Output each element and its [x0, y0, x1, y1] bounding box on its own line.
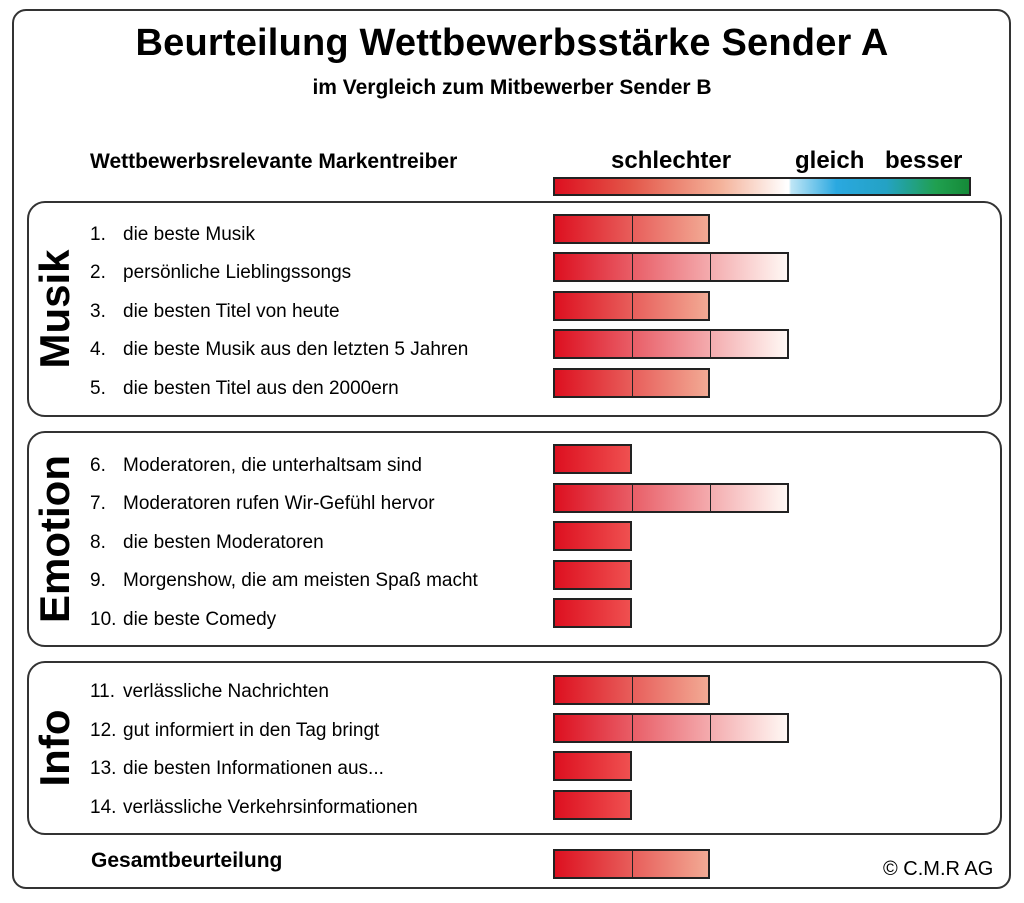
- bar-segment-divider: [631, 252, 633, 282]
- scale-label-better: besser: [885, 147, 963, 174]
- item-number: 11.: [90, 681, 116, 702]
- item-number: 4.: [90, 339, 106, 360]
- bar-segment-divider: [631, 291, 633, 321]
- item-label: verlässliche Nachrichten: [123, 681, 329, 702]
- bar-segment-divider: [631, 214, 633, 244]
- item-label: Moderatoren rufen Wir-Gefühl hervor: [123, 493, 435, 514]
- item-label: die besten Moderatoren: [123, 532, 324, 553]
- chart-frame: [12, 9, 1011, 889]
- bar-item-12: [553, 713, 789, 743]
- item-number: 10.: [90, 609, 117, 630]
- item-number: 14.: [90, 797, 117, 818]
- item-label: die besten Titel von heute: [123, 301, 340, 322]
- bar-item-6: [553, 444, 632, 474]
- item-number: 8.: [90, 532, 106, 553]
- bar-segment-divider: [710, 483, 711, 513]
- item-label: die beste Musik aus den letzten 5 Jahren: [123, 339, 469, 360]
- item-number: 5.: [90, 378, 106, 399]
- group-box-info: [27, 661, 1002, 835]
- column-header: Wettbewerbsrelevante Markentreiber: [90, 150, 458, 173]
- bar-item-4: [553, 329, 789, 359]
- bar-item-9: [553, 560, 632, 590]
- bar-segment-divider: [710, 713, 711, 743]
- group-label-musik: Musik: [31, 249, 78, 369]
- bar-segment-divider: [631, 675, 633, 705]
- copyright-text: © C.M.R AG: [883, 858, 994, 880]
- group-box-musik: [27, 201, 1002, 417]
- item-number: 7.: [90, 493, 106, 514]
- item-label: Morgenshow, die am meisten Spaß macht: [123, 570, 478, 591]
- item-label: persönliche Lieblingssongs: [123, 262, 352, 283]
- scale-gradient-bar: [553, 177, 971, 196]
- item-number: 13.: [90, 758, 117, 779]
- group-label-emotion: Emotion: [31, 455, 78, 623]
- item-number: 6.: [90, 455, 106, 476]
- scale-label-equal: gleich: [795, 147, 865, 174]
- chart-title: Beurteilung Wettbewerbsstärke Sender A: [135, 22, 889, 64]
- bar-item-2: [553, 252, 789, 282]
- bar-segment-divider: [710, 252, 711, 282]
- total-label: Gesamtbeurteilung: [91, 849, 283, 872]
- bar-item-13: [553, 751, 632, 781]
- group-box-emotion: [27, 431, 1002, 647]
- bar-segment-divider: [631, 368, 633, 398]
- item-label: Moderatoren, die unterhaltsam sind: [123, 455, 422, 476]
- item-label: verlässliche Verkehrsinformationen: [123, 797, 418, 818]
- bar-segment-divider: [631, 329, 633, 359]
- item-label: gut informiert in den Tag bringt: [123, 720, 380, 741]
- bar-segment-divider: [710, 329, 711, 359]
- group-label-info: Info: [31, 709, 78, 787]
- item-number: 9.: [90, 570, 106, 591]
- chart-subtitle: im Vergleich zum Mitbewerber Sender B: [312, 76, 712, 99]
- bar-item-10: [553, 598, 632, 628]
- scale-label-worse: schlechter: [611, 147, 732, 174]
- bar-item-14: [553, 790, 632, 820]
- item-number: 2.: [90, 262, 106, 283]
- bar-item-7: [553, 483, 789, 513]
- item-number: 12.: [90, 720, 117, 741]
- item-number: 3.: [90, 301, 106, 322]
- item-label: die beste Comedy: [123, 609, 277, 630]
- item-label: die besten Informationen aus...: [123, 758, 384, 779]
- item-label: die beste Musik: [123, 224, 256, 245]
- bar-segment-divider: [631, 713, 633, 743]
- item-label: die besten Titel aus den 2000ern: [123, 378, 399, 399]
- bar-segment-divider: [631, 483, 633, 513]
- bar-item-8: [553, 521, 632, 551]
- item-number: 1.: [90, 224, 106, 245]
- bar-segment-divider: [631, 849, 633, 879]
